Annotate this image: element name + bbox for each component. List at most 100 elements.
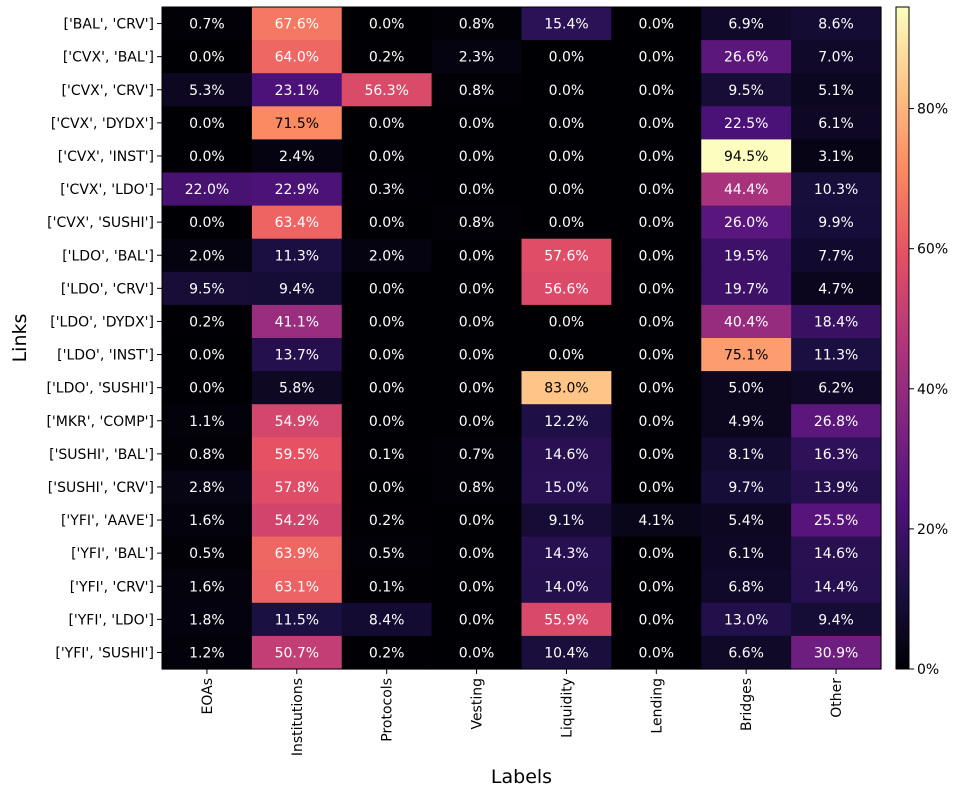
cell-value-label: 0.0% (369, 348, 405, 364)
heatmap-cell (611, 73, 702, 107)
cell-value-label: 14.4% (814, 579, 858, 595)
cell-value-label: 1.8% (189, 612, 225, 628)
cell-value-label: 0.0% (189, 215, 225, 231)
heatmap-cell (341, 602, 433, 637)
cell-value-label: 9.9% (818, 215, 854, 231)
heatmap-cell (611, 139, 702, 174)
cell-value-label: 56.3% (364, 83, 408, 99)
cell-value-label: 10.3% (814, 182, 858, 198)
heatmap-cell (251, 139, 343, 174)
colorbar-frame (895, 6, 910, 670)
cell-value-label: 2.0% (189, 248, 225, 264)
heatmap-cell (162, 371, 253, 405)
heatmap-cell (611, 536, 702, 571)
heatmap-cell (162, 569, 253, 604)
cell-value-label: 11.3% (275, 248, 319, 264)
heatmap-cell (251, 172, 343, 207)
cell-value-label: 0.0% (459, 612, 495, 628)
cell-value-label: 13.9% (814, 480, 858, 496)
cell-value-label: 63.9% (275, 546, 319, 562)
heatmap-cell (611, 371, 702, 405)
cell-value-label: 5.1% (818, 83, 854, 99)
heatmap-cell (251, 536, 343, 571)
cell-value-label: 0.0% (639, 480, 675, 496)
heatmap-cell (251, 503, 343, 538)
heatmap-cell (521, 73, 612, 107)
cell-value-label: 44.4% (724, 182, 768, 198)
heatmap-cell (701, 635, 792, 670)
cell-value-label: 0.0% (189, 381, 225, 397)
heatmap-cell (701, 371, 792, 405)
heatmap-cell (431, 602, 523, 637)
heatmap-cell (521, 338, 612, 372)
heatmap-cell (162, 271, 253, 306)
heatmap-cell (611, 503, 702, 538)
cell-value-label: 25.5% (814, 513, 858, 529)
heatmap-cell (341, 470, 433, 505)
cell-value-label: 0.0% (639, 281, 675, 297)
cell-value-label: 0.1% (369, 447, 405, 463)
cell-value-label: 0.2% (369, 513, 405, 529)
cell-value-label: 26.8% (814, 414, 858, 430)
heatmap-cell (162, 536, 253, 571)
cell-value-label: 19.5% (724, 248, 768, 264)
cell-value-label: 0.8% (459, 215, 495, 231)
heatmap-cell (521, 205, 612, 240)
cell-value-label: 5.8% (279, 381, 315, 397)
cell-value-label: 0.0% (549, 215, 585, 231)
heatmap-cell (251, 205, 343, 240)
cell-value-label: 0.2% (369, 50, 405, 66)
cell-value-label: 0.0% (459, 149, 495, 165)
colorbar: 0% 20% 40% 60% 80% (895, 6, 948, 678)
cell-value-label: 9.7% (728, 480, 764, 496)
cell-value-label: 0.0% (459, 348, 495, 364)
heatmap-cell (162, 635, 253, 670)
heatmap-cell (701, 172, 792, 207)
cell-value-label: 12.2% (544, 414, 588, 430)
heatmap-cell (341, 569, 433, 604)
heatmap-cell (611, 238, 702, 273)
cell-value-label: 0.0% (369, 116, 405, 132)
y-axis-title: Links (9, 314, 31, 363)
heatmap-cell (521, 470, 612, 505)
cell-value-label: 0.0% (459, 513, 495, 529)
heatmap-cell (162, 73, 253, 107)
cell-value-label: 0.0% (549, 50, 585, 66)
heatmap-cell (521, 371, 612, 405)
heatmap-cell (162, 7, 253, 41)
cell-value-label: 0.5% (189, 546, 225, 562)
heatmap-cell (251, 7, 343, 41)
cell-value-label: 2.3% (459, 50, 495, 66)
heatmap-cell (341, 271, 433, 306)
cell-value-label: 14.3% (544, 546, 588, 562)
heatmap-cell (611, 404, 702, 438)
cell-value-label: 59.5% (275, 447, 319, 463)
cell-value-label: 0.0% (549, 348, 585, 364)
heatmap-cell (791, 73, 882, 107)
heatmap-cell (521, 271, 612, 306)
cell-value-label: 0.0% (459, 414, 495, 430)
heatmap-cell (341, 404, 433, 438)
heatmap-cell (521, 172, 612, 207)
cell-value-label: 9.4% (818, 612, 854, 628)
heatmap-cell (341, 635, 433, 670)
heatmap-cell (431, 503, 523, 538)
cell-value-label: 16.3% (814, 447, 858, 463)
cell-value-label: 23.1% (275, 83, 319, 99)
cell-value-label: 1.6% (189, 513, 225, 529)
cell-value-label: 0.7% (459, 447, 495, 463)
heatmap-cell (251, 437, 343, 471)
cell-value-label: 9.5% (189, 281, 225, 297)
y-axis: ['BAL', 'CRV'] ['CVX', 'BAL'] ['CVX', 'CRV… (46, 17, 162, 661)
heatmap-cell (431, 172, 523, 207)
heatmap-cell (521, 40, 612, 74)
heatmap-cell (521, 404, 612, 438)
heatmap-cell (162, 602, 253, 637)
cell-value-label: 71.5% (275, 116, 319, 132)
heatmap-cell (701, 271, 792, 306)
heatmap-cell (701, 404, 792, 438)
cell-value-label: 0.0% (639, 414, 675, 430)
y-tick-label: ['BAL', 'CRV'] (63, 17, 154, 33)
cell-value-label: 5.4% (728, 513, 764, 529)
y-tick-label: ['LDO', 'INST'] (57, 348, 154, 364)
